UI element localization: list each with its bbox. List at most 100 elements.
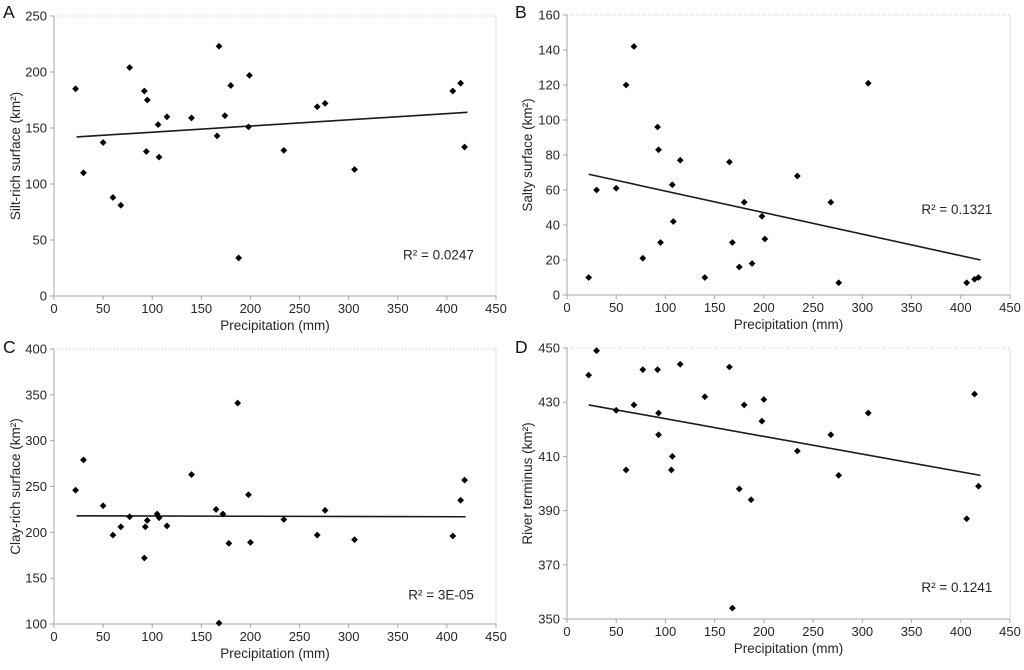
data-point (740, 198, 748, 206)
x-tick-label: 0 (563, 624, 570, 639)
x-tick-label: 100 (655, 300, 677, 315)
y-tick-label: 100 (25, 617, 47, 632)
data-point (728, 604, 736, 612)
y-tick-label: 370 (538, 557, 560, 572)
y-tick-label: 100 (25, 177, 47, 192)
data-point (793, 172, 801, 180)
y-tick-label: 200 (25, 65, 47, 80)
panel-B: 0 20 40 60 80 100 120 140 160 0 50 100 150 200 250 300 3… (512, 0, 1024, 335)
data-point (155, 153, 163, 161)
data-point (585, 274, 593, 281)
data-point (758, 417, 766, 425)
data-point (701, 393, 709, 401)
data-point (669, 218, 677, 225)
y-tick-label: 450 (538, 341, 560, 356)
trend-line (76, 515, 466, 518)
data-point (461, 476, 468, 484)
data-point (313, 531, 321, 539)
data-point (163, 113, 171, 121)
y-tick-label: 20 (546, 253, 560, 268)
data-point (245, 123, 252, 131)
data-point (593, 186, 600, 194)
data-point (622, 81, 630, 89)
data-point (212, 506, 220, 513)
y-tick-label: 0 (40, 289, 47, 304)
data-point (728, 239, 736, 246)
data-point (748, 260, 756, 267)
x-tick-label: 450 (485, 629, 507, 644)
x-tick-label: 100 (141, 629, 163, 644)
data-point (760, 396, 768, 403)
data-point (457, 79, 465, 87)
data-point (827, 198, 835, 206)
data-point (864, 409, 872, 417)
data-point (654, 123, 661, 131)
data-point (835, 471, 843, 479)
panel-letter: A (3, 2, 15, 22)
data-point (667, 466, 675, 474)
x-tick-label: 400 (436, 629, 458, 644)
x-tick-label: 300 (851, 300, 873, 315)
data-point (227, 82, 235, 89)
data-point (726, 158, 733, 166)
panel-D: 350 370 390 410 430 450 0 50 100 150 200 250 300 350 4… (512, 335, 1024, 670)
y-axis-title: Clay-rich surface (km²) (8, 418, 23, 555)
data-point (321, 506, 329, 514)
x-tick-label: 200 (753, 300, 775, 315)
x-axis-title: Precipitation (mm) (734, 641, 844, 656)
data-point (80, 456, 87, 464)
data-point (701, 274, 709, 281)
panel-letter: C (3, 337, 16, 357)
data-point (668, 181, 676, 189)
data-point (457, 496, 465, 504)
data-point (639, 366, 647, 374)
x-tick-label: 250 (802, 624, 824, 639)
data-point (234, 399, 242, 407)
x-tick-label: 50 (609, 624, 623, 639)
y-tick-label: 150 (25, 571, 47, 586)
data-point (188, 114, 195, 122)
y-axis-title: Salty surface (km²) (520, 98, 535, 211)
data-point (140, 87, 148, 95)
x-axis-title: Precipitation (mm) (734, 317, 844, 332)
y-tick-label: 60 (546, 183, 560, 198)
x-tick-label: 0 (563, 300, 570, 315)
r-squared-label: R² = 0.1321 (921, 202, 992, 217)
data-point (676, 360, 684, 368)
data-point (758, 212, 766, 220)
data-point (761, 235, 769, 243)
data-point (225, 539, 233, 547)
x-tick-label: 200 (753, 624, 775, 639)
data-point (655, 409, 662, 417)
trend-line (76, 111, 468, 138)
data-point (140, 554, 148, 562)
panel-A: 0 50 100 150 200 250 0 50 100 150 200 250 300 350 400 4… (0, 0, 512, 335)
data-point (99, 502, 107, 510)
y-tick-label: 120 (538, 78, 560, 93)
x-tick-label: 0 (50, 629, 57, 644)
x-tick-label: 250 (289, 301, 311, 316)
data-point (657, 239, 664, 246)
data-point (143, 517, 151, 524)
x-tick-label: 150 (704, 300, 726, 315)
data-point (740, 401, 748, 409)
data-point (247, 539, 254, 546)
x-tick-label: 350 (387, 629, 409, 644)
x-tick-label: 250 (802, 300, 824, 315)
data-point (351, 536, 358, 544)
x-tick-label: 200 (240, 629, 262, 644)
data-point (72, 486, 80, 494)
data-point (126, 64, 134, 71)
data-point (639, 254, 647, 262)
data-point (154, 121, 162, 129)
y-tick-label: 350 (25, 387, 47, 402)
data-point (827, 431, 835, 439)
y-tick-label: 300 (25, 433, 47, 448)
x-tick-label: 200 (240, 301, 262, 316)
data-point (612, 184, 620, 192)
x-tick-label: 450 (485, 301, 507, 316)
y-tick-label: 100 (538, 113, 560, 128)
y-tick-label: 160 (538, 8, 560, 23)
data-point (593, 347, 600, 355)
